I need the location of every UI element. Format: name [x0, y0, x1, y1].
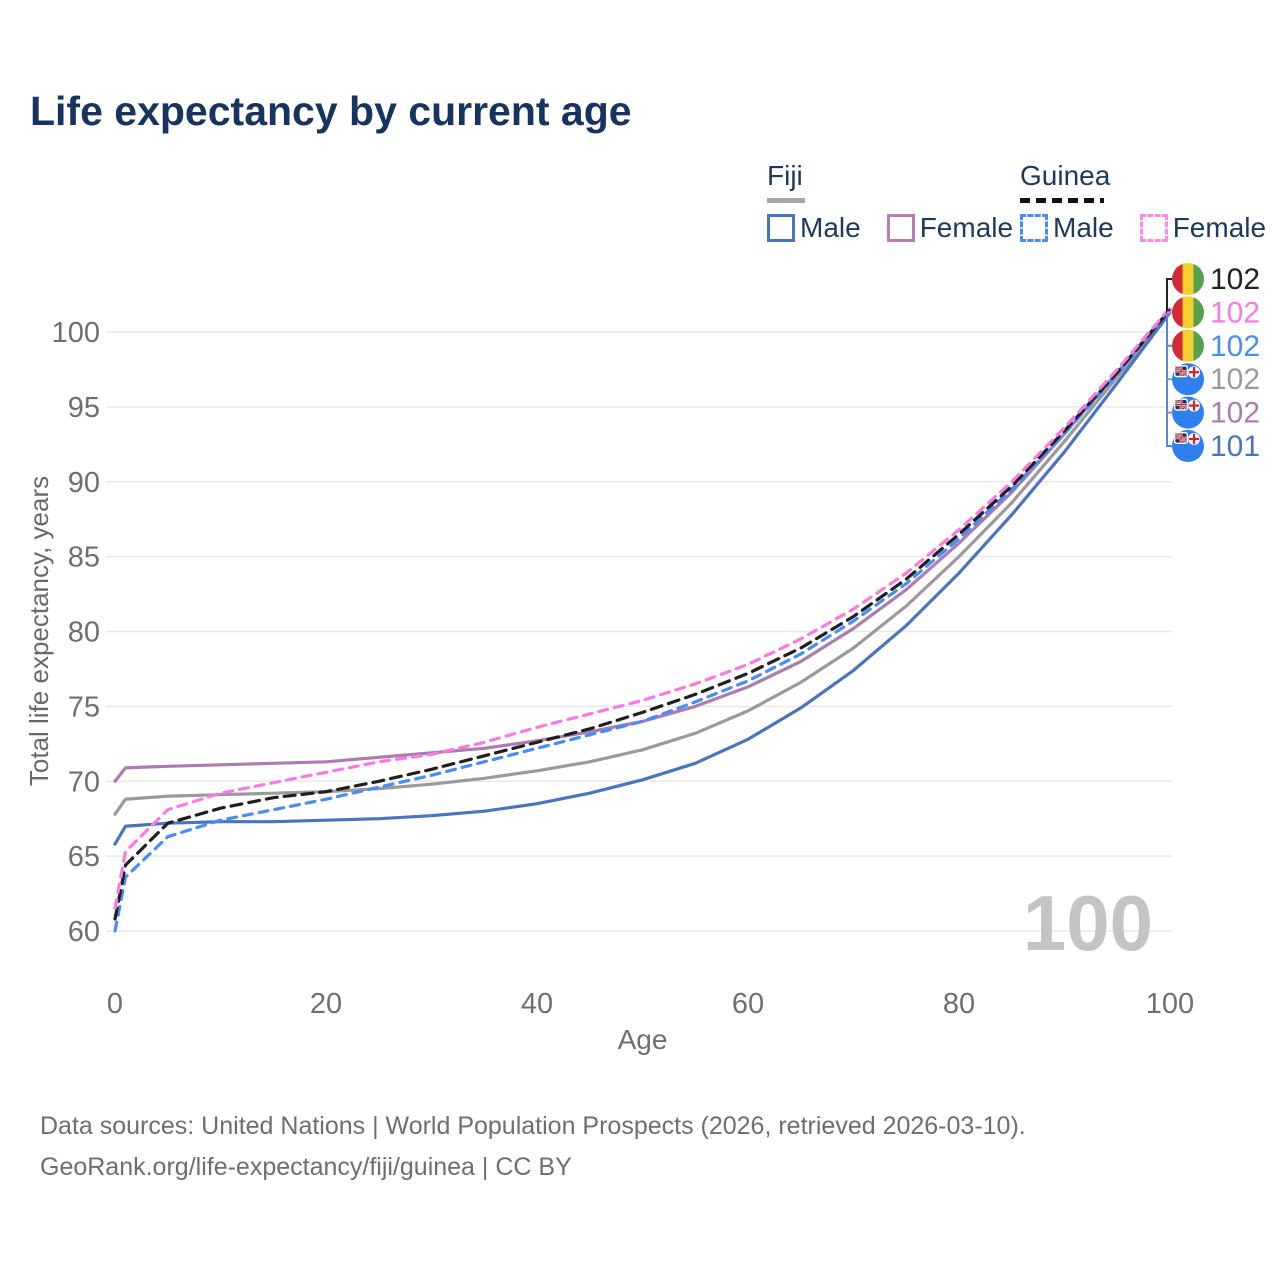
series-line-guinea-total[interactable]: [113, 307, 1172, 921]
page-title: Life expectancy by current age: [30, 88, 632, 134]
fiji-flag-icon: [1172, 363, 1204, 396]
legend-group-guinea: Guinea Male Female: [1020, 160, 1280, 244]
legend-label: Female: [1172, 212, 1267, 243]
legend-group-fiji: Fiji Male Female: [767, 160, 1039, 244]
x-axis-title: Age: [618, 1024, 668, 1055]
end-value-label-guinea-female: 102: [1210, 296, 1260, 329]
attribution-link[interactable]: GeoRank.org/life-expectancy/fiji/guinea …: [40, 1153, 572, 1181]
series-line-fiji-male[interactable]: [113, 310, 1172, 846]
legend-label: Female: [919, 212, 1014, 243]
x-tick-label: 20: [310, 988, 342, 1020]
series-line-guinea-male[interactable]: [113, 307, 1172, 933]
y-tick-label: 65: [68, 841, 100, 873]
end-value-label-fiji-female: 102: [1210, 397, 1260, 430]
legend-item-guinea-female[interactable]: Female: [1139, 212, 1267, 244]
guinea-dashed-line-sample: [1020, 198, 1104, 203]
fiji-solid-line-sample: [767, 198, 805, 203]
footer: Data sources: United Nations | World Pop…: [40, 1106, 1026, 1188]
y-tick-label: 60: [68, 916, 100, 948]
end-value-label-fiji-total: 102: [1210, 363, 1260, 396]
y-axis-title: Total life expectancy, years: [24, 476, 54, 786]
end-value-label-fiji-male: 101: [1210, 430, 1260, 463]
guinea-flag-icon: [1172, 296, 1204, 329]
end-value-label-guinea-male: 102: [1210, 330, 1260, 363]
legend-fiji-title: Fiji: [767, 160, 803, 191]
legend-item-fiji-male[interactable]: Male: [767, 212, 861, 244]
x-tick-label: 60: [732, 988, 764, 1020]
end-label-connector: [1166, 313, 1172, 447]
y-tick-label: 90: [68, 467, 100, 499]
fiji-flag-icon: [1172, 430, 1204, 462]
y-tick-label: 75: [68, 691, 100, 723]
x-tick-label: 40: [521, 988, 553, 1020]
end-value-label-guinea-total: 102: [1210, 263, 1260, 296]
fiji-flag-icon: [1172, 396, 1204, 429]
fiji-female-swatch-icon: [886, 214, 915, 242]
y-tick-label: 80: [68, 617, 100, 649]
legend-label: Male: [1053, 212, 1114, 243]
guinea-flag-icon: [1172, 329, 1204, 362]
y-tick-label: 100: [52, 317, 100, 349]
fiji-male-swatch-icon: [767, 214, 795, 242]
end-label-connector-top: [1166, 278, 1172, 315]
series-line-guinea-female[interactable]: [113, 306, 1172, 911]
x-tick-label: 100: [1146, 988, 1194, 1020]
legend-label: Male: [800, 212, 861, 243]
series-line-fiji-total[interactable]: [113, 309, 1172, 816]
y-tick-label: 70: [68, 766, 100, 798]
x-tick-label: 80: [943, 988, 975, 1020]
guinea-flag-icon: [1172, 263, 1204, 295]
y-tick-label: 95: [68, 392, 100, 424]
guinea-male-swatch-icon: [1020, 214, 1048, 242]
legend-item-guinea-male[interactable]: Male: [1020, 212, 1114, 244]
y-tick-label: 85: [68, 542, 100, 574]
legend-item-fiji-female[interactable]: Female: [886, 212, 1014, 244]
guinea-female-swatch-icon: [1139, 214, 1168, 242]
series-line-fiji-female[interactable]: [113, 307, 1172, 783]
legend-guinea-title: Guinea: [1020, 160, 1111, 191]
x-tick-label: 0: [107, 988, 123, 1020]
data-sources-text: Data sources: United Nations | World Pop…: [40, 1112, 1026, 1140]
